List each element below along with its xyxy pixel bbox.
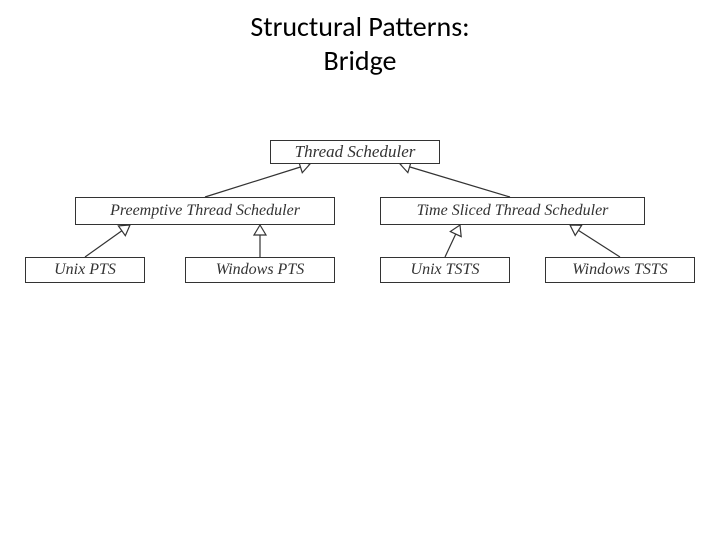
diagram-node-tsts: Time Sliced Thread Scheduler [380, 197, 645, 225]
bridge-diagram: Thread Scheduler Preemptive Thread Schedu… [10, 135, 710, 295]
title-line-1: Structural Patterns: [0, 10, 720, 44]
diagram-node-wtsts: Windows TSTS [545, 257, 695, 283]
diagram-node-utsts: Unix TSTS [380, 257, 510, 283]
slide-title: Structural Patterns: Bridge [0, 0, 720, 77]
diagram-node-upts: Unix PTS [25, 257, 145, 283]
diagram-node-root: Thread Scheduler [270, 140, 440, 164]
title-line-2: Bridge [0, 44, 720, 78]
diagram-node-wpts: Windows PTS [185, 257, 335, 283]
diagram-node-pts: Preemptive Thread Scheduler [75, 197, 335, 225]
